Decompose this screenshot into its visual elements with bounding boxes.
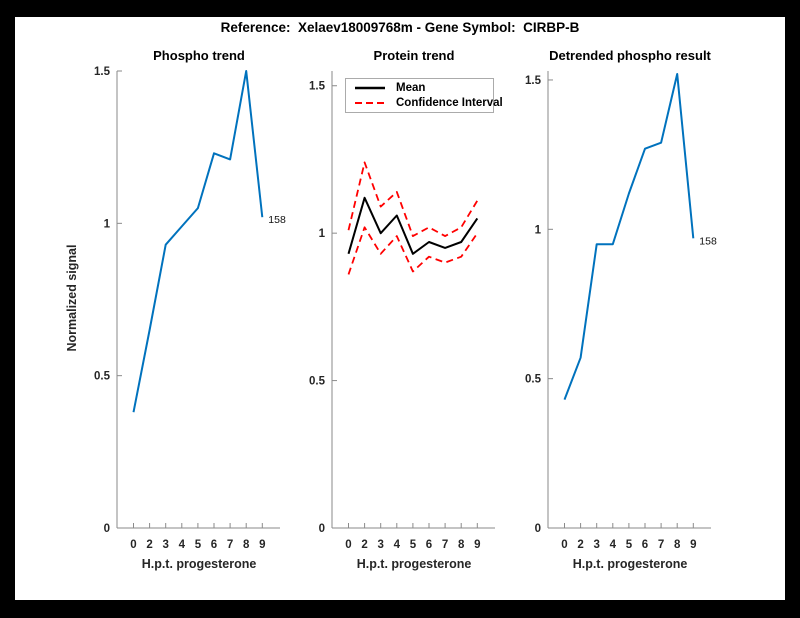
- x-tick-label: 9: [474, 539, 480, 551]
- y-tick-label: 1: [104, 218, 111, 230]
- figure-title: Reference: Xelaev18009768m - Gene Symbol…: [220, 20, 580, 35]
- x-tick-label: 7: [658, 539, 664, 551]
- series-detrended-phospho-signal: [563, 73, 695, 400]
- x-tick-label: 0: [561, 539, 567, 551]
- y-tick-label: 0: [104, 523, 110, 535]
- y-tick-label: 0.5: [94, 371, 111, 383]
- legend-label-mean: Mean: [396, 81, 426, 94]
- y-tick-label: 1.5: [525, 75, 542, 87]
- x-tick-label: 3: [162, 539, 168, 551]
- x-tick-label: 8: [243, 539, 250, 551]
- series-confidence-interval-lower: [347, 226, 479, 275]
- x-tick-label: 6: [211, 539, 217, 551]
- legend-label-confidence-interval: Confidence Interval: [396, 97, 503, 110]
- series-confidence-interval-upper: [347, 161, 479, 238]
- subplot-detrended-xlabel: H.p.t. progesterone: [572, 557, 688, 571]
- y-tick-label: 1: [319, 228, 326, 240]
- series-phospho-signal: [132, 70, 264, 413]
- x-tick-label: 3: [377, 539, 383, 551]
- x-tick-label: 5: [195, 539, 202, 551]
- subplot-protein-xlabel: H.p.t. progesterone: [356, 557, 472, 571]
- mean-line-swatch: [355, 86, 385, 89]
- subplot-phospho-xlabel: H.p.t. progesterone: [141, 557, 257, 571]
- x-tick-label: 8: [458, 539, 465, 551]
- x-tick-label: 4: [394, 539, 401, 551]
- endpoint-value-label: 158: [699, 235, 717, 247]
- x-tick-label: 9: [259, 539, 265, 551]
- x-tick-label: 5: [626, 539, 633, 551]
- x-tick-label: 4: [610, 539, 617, 551]
- subplot-phospho-title: Phospho trend: [153, 48, 245, 63]
- figure-canvas: Reference: Xelaev18009768m - Gene Symbol…: [15, 17, 785, 600]
- x-tick-label: 7: [442, 539, 448, 551]
- series-mean: [347, 196, 479, 255]
- subplot-detrended-title: Detrended phospho result: [549, 48, 711, 63]
- x-tick-label: 5: [410, 539, 417, 551]
- x-tick-label: 8: [674, 539, 681, 551]
- confidence-interval-line-swatch: [355, 102, 385, 105]
- y-tick-label: 0.5: [309, 376, 326, 388]
- subplot-2: 00.511.50 2 3 4 5 6 7 8 9: [309, 71, 495, 551]
- x-tick-label: 6: [642, 539, 648, 551]
- y-tick-label: 1: [535, 224, 542, 236]
- x-tick-label: 2: [577, 539, 583, 551]
- x-tick-label: 0: [345, 539, 351, 551]
- legend-box: Mean Confidence Interval: [345, 78, 503, 113]
- x-tick-label: 2: [146, 539, 152, 551]
- y-tick-label: 0.5: [525, 374, 542, 386]
- legend-entry-mean: Mean: [353, 81, 493, 95]
- subplot-protein-title: Protein trend: [373, 48, 455, 63]
- x-tick-label: 7: [227, 539, 233, 551]
- y-tick-label: 0: [535, 523, 541, 535]
- x-tick-label: 9: [690, 539, 696, 551]
- x-tick-label: 4: [179, 539, 186, 551]
- x-tick-label: 2: [361, 539, 367, 551]
- x-tick-label: 3: [593, 539, 599, 551]
- x-tick-label: 6: [426, 539, 432, 551]
- x-tick-label: 0: [130, 539, 136, 551]
- endpoint-value-label: 158: [268, 214, 286, 226]
- legend-entry-confidence-interval: Confidence Interval: [353, 96, 503, 110]
- y-tick-label: 1.5: [309, 81, 326, 93]
- y-tick-label: 1.5: [94, 66, 111, 78]
- y-tick-label: 0: [319, 523, 325, 535]
